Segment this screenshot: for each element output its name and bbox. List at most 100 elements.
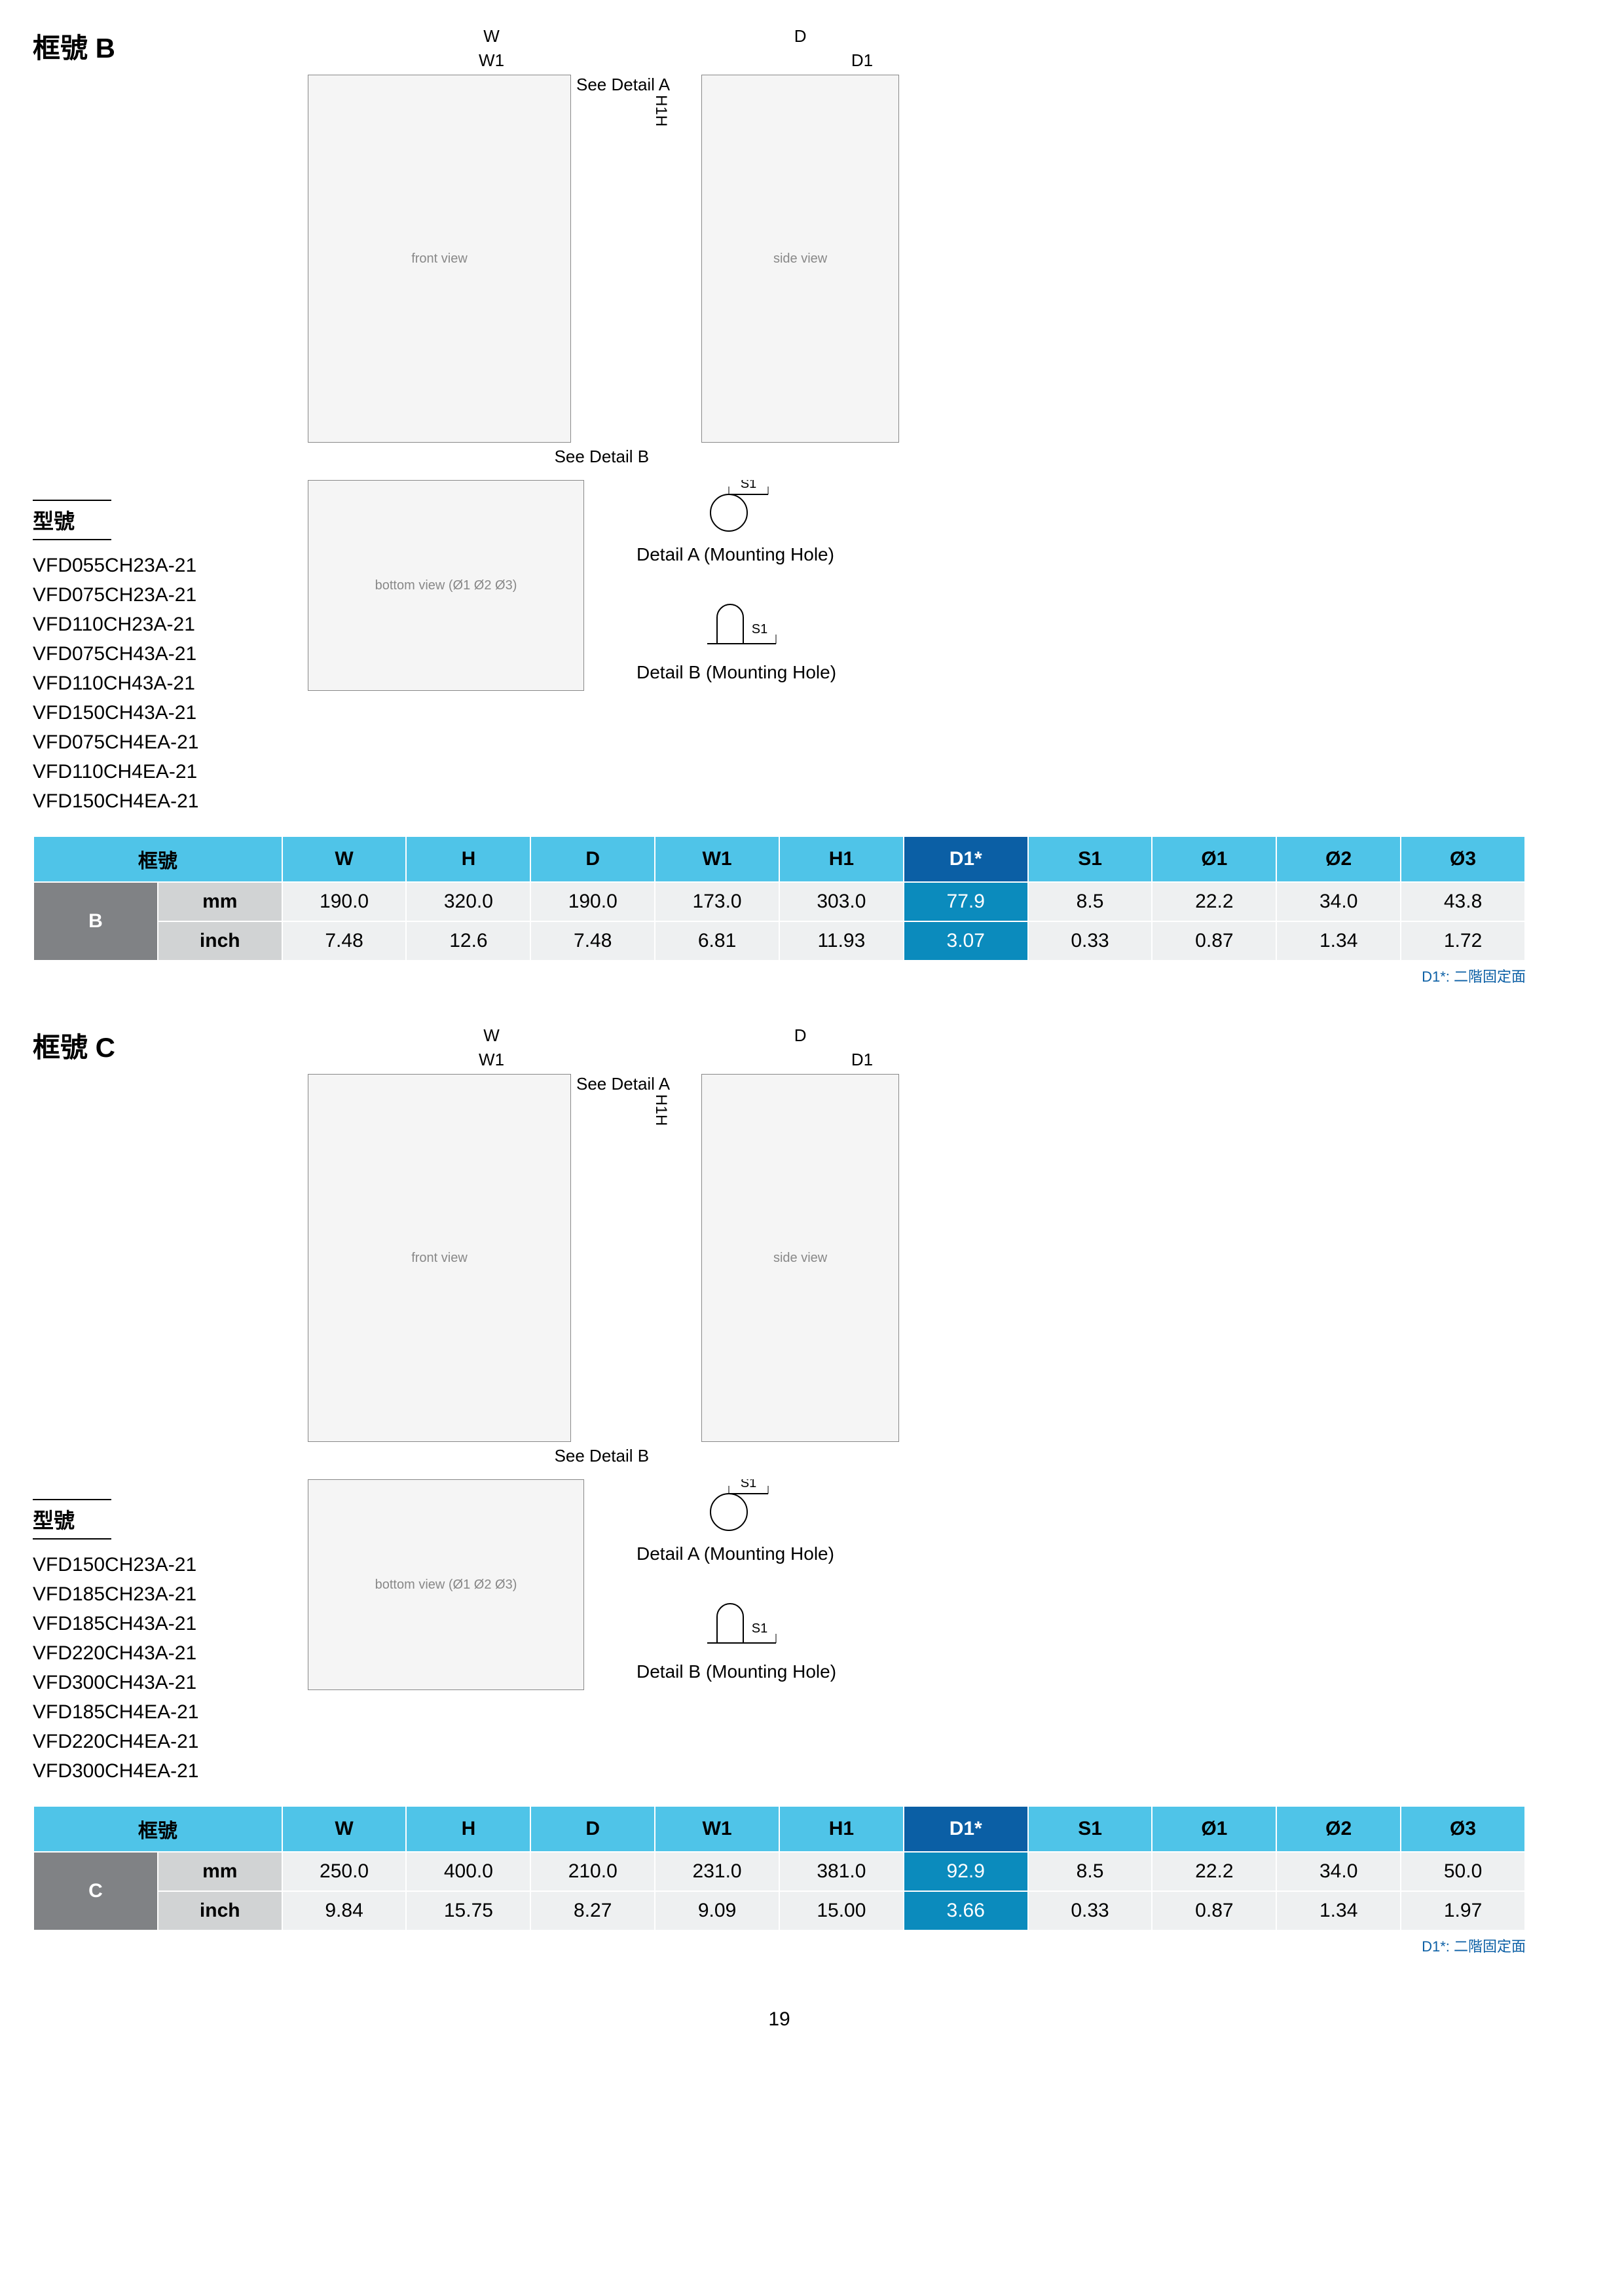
- dim-value: 381.0: [779, 1852, 904, 1891]
- dim-value: 6.81: [655, 921, 779, 961]
- detail-a-label: Detail A (Mounting Hole): [637, 1543, 834, 1564]
- side-view-drawing: side view: [701, 1074, 899, 1442]
- dim-value: 8.5: [1028, 1852, 1153, 1891]
- col-header: H1: [779, 1806, 904, 1852]
- dim-value: 7.48: [282, 921, 407, 961]
- col-header: H: [406, 1806, 530, 1852]
- frame-section-c: 框號 C W W1 front view See Detail A H1 H S…: [33, 1025, 1526, 1956]
- model-list: VFD055CH23A-21VFD075CH23A-21VFD110CH23A-…: [33, 551, 282, 816]
- dim-value: 3.07: [904, 921, 1028, 961]
- model-item: VFD185CH4EA-21: [33, 1697, 282, 1727]
- detail-a-box: S1 Detail A (Mounting Hole): [637, 480, 834, 565]
- col-header: Ø3: [1401, 1806, 1525, 1852]
- unit-cell: mm: [158, 1852, 282, 1891]
- model-item: VFD110CH43A-21: [33, 669, 282, 698]
- front-view-drawing: front view: [308, 75, 571, 443]
- dim-value: 3.66: [904, 1891, 1028, 1930]
- model-item: VFD110CH4EA-21: [33, 757, 282, 786]
- col-header: W: [282, 1806, 407, 1852]
- col-header: W: [282, 836, 407, 882]
- callout-detail-b: See Detail B: [555, 447, 650, 467]
- dim-value: 231.0: [655, 1852, 779, 1891]
- model-item: VFD150CH23A-21: [33, 1550, 282, 1579]
- dim-value: 0.87: [1152, 1891, 1276, 1930]
- dim-label-w1: W1: [479, 1050, 504, 1070]
- svg-text:S1: S1: [751, 1621, 767, 1636]
- col-header: W1: [655, 1806, 779, 1852]
- model-item: VFD150CH43A-21: [33, 698, 282, 728]
- dim-label-h1: H1: [576, 95, 670, 115]
- dim-value: 320.0: [406, 882, 530, 921]
- dim-label-d: D: [794, 1025, 807, 1046]
- dim-value: 9.09: [655, 1891, 779, 1930]
- dim-value: 34.0: [1276, 1852, 1401, 1891]
- model-item: VFD055CH23A-21: [33, 551, 282, 580]
- dim-value: 400.0: [406, 1852, 530, 1891]
- dim-value: 0.33: [1028, 1891, 1153, 1930]
- svg-text:S1: S1: [751, 622, 767, 636]
- dim-value: 12.6: [406, 921, 530, 961]
- col-header: D1*: [904, 1806, 1028, 1852]
- dim-value: 92.9: [904, 1852, 1028, 1891]
- footnote: D1*: 二階固定面: [33, 1935, 1526, 1956]
- col-header: W1: [655, 836, 779, 882]
- dim-value: 190.0: [530, 882, 655, 921]
- page-number: 19: [33, 2008, 1526, 2031]
- col-header: S1: [1028, 836, 1153, 882]
- dim-label-w1: W1: [479, 50, 504, 71]
- col-header: 框號: [33, 1806, 282, 1852]
- model-list: VFD150CH23A-21VFD185CH23A-21VFD185CH43A-…: [33, 1550, 282, 1786]
- model-item: VFD075CH4EA-21: [33, 728, 282, 757]
- model-heading: 型號: [33, 1499, 111, 1540]
- frame-title: 框號 B: [33, 26, 282, 66]
- frame-id-cell: C: [33, 1852, 158, 1930]
- dim-label-h1: H1: [576, 1094, 670, 1115]
- svg-text:S1: S1: [741, 480, 756, 491]
- dimension-table: 框號WHDW1H1D1*S1Ø1Ø2Ø3Bmm190.0320.0190.017…: [33, 836, 1526, 961]
- dim-value: 77.9: [904, 882, 1028, 921]
- dim-label-h: H: [576, 1115, 670, 1126]
- col-header: Ø2: [1276, 1806, 1401, 1852]
- bottom-view-drawing: bottom view (Ø1 Ø2 Ø3): [308, 1479, 584, 1690]
- model-item: VFD300CH4EA-21: [33, 1756, 282, 1786]
- detail-a-label: Detail A (Mounting Hole): [637, 544, 834, 565]
- dim-value: 210.0: [530, 1852, 655, 1891]
- detail-b-label: Detail B (Mounting Hole): [637, 662, 836, 683]
- frame-title: 框號 C: [33, 1025, 282, 1065]
- dim-value: 0.87: [1152, 921, 1276, 961]
- dim-value: 1.72: [1401, 921, 1525, 961]
- col-header: D1*: [904, 836, 1028, 882]
- col-header: Ø1: [1152, 1806, 1276, 1852]
- dim-value: 50.0: [1401, 1852, 1525, 1891]
- dim-value: 0.33: [1028, 921, 1153, 961]
- front-view-drawing: front view: [308, 1074, 571, 1442]
- model-item: VFD075CH43A-21: [33, 639, 282, 669]
- dim-value: 1.97: [1401, 1891, 1525, 1930]
- dimension-table: 框號WHDW1H1D1*S1Ø1Ø2Ø3Cmm250.0400.0210.023…: [33, 1805, 1526, 1931]
- model-item: VFD220CH43A-21: [33, 1638, 282, 1668]
- col-header: Ø2: [1276, 836, 1401, 882]
- dim-value: 11.93: [779, 921, 904, 961]
- dim-label-d1: D1: [851, 50, 873, 71]
- dim-value: 1.34: [1276, 921, 1401, 961]
- dim-value: 34.0: [1276, 882, 1401, 921]
- col-header: D: [530, 836, 655, 882]
- dim-value: 9.84: [282, 1891, 407, 1930]
- dim-value: 43.8: [1401, 882, 1525, 921]
- dim-value: 1.34: [1276, 1891, 1401, 1930]
- detail-b-box: S1 Detail B (Mounting Hole): [637, 585, 836, 683]
- col-header: D: [530, 1806, 655, 1852]
- bottom-view-drawing: bottom view (Ø1 Ø2 Ø3): [308, 480, 584, 691]
- model-item: VFD220CH4EA-21: [33, 1727, 282, 1756]
- unit-cell: mm: [158, 882, 282, 921]
- model-heading: 型號: [33, 500, 111, 540]
- callout-detail-a: See Detail A: [576, 1074, 670, 1094]
- dim-value: 22.2: [1152, 882, 1276, 921]
- model-item: VFD110CH23A-21: [33, 610, 282, 639]
- col-header: H1: [779, 836, 904, 882]
- unit-cell: inch: [158, 1891, 282, 1930]
- dim-value: 8.27: [530, 1891, 655, 1930]
- detail-b-box: S1 Detail B (Mounting Hole): [637, 1584, 836, 1682]
- dim-value: 8.5: [1028, 882, 1153, 921]
- detail-a-box: S1 Detail A (Mounting Hole): [637, 1479, 834, 1564]
